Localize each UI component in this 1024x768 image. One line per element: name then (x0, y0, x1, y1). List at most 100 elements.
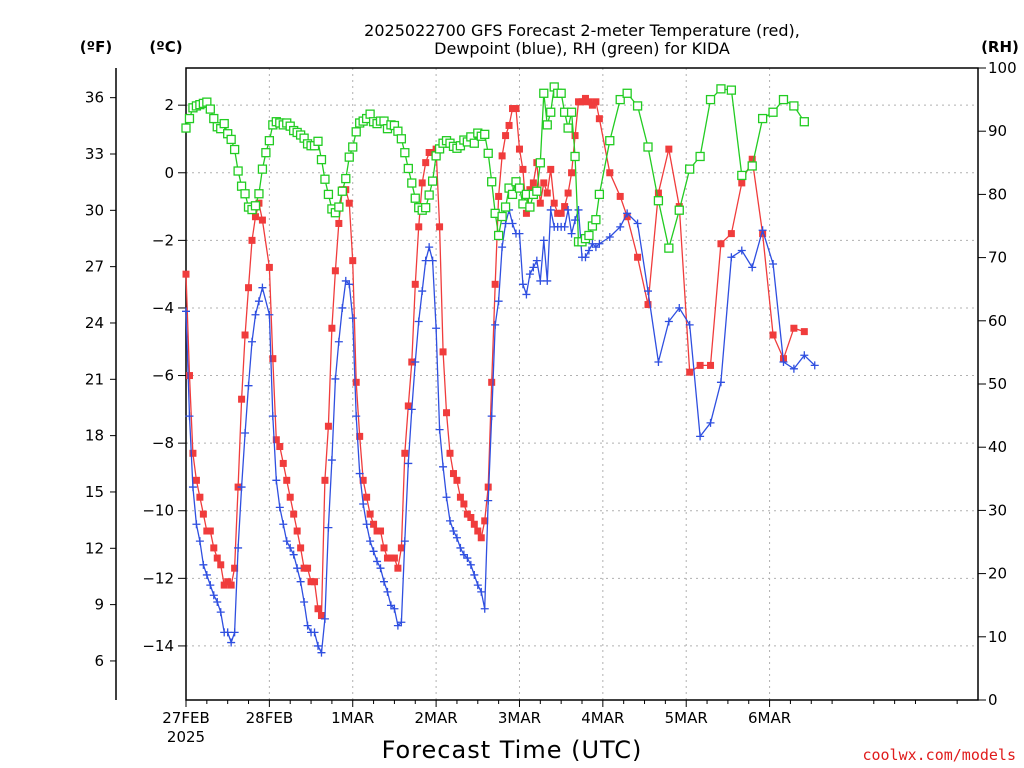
dewpoint-point (386, 601, 395, 610)
rh-point (233, 166, 243, 176)
temperature-point (317, 612, 325, 620)
temperature-point (182, 270, 190, 278)
temperature-point (443, 409, 451, 417)
dewpoint-point (595, 239, 604, 248)
rh-point (236, 181, 247, 191)
dewpoint-point (227, 638, 236, 647)
temperature-point (616, 192, 624, 200)
temperature-point (349, 257, 357, 265)
temperature-point (231, 564, 239, 572)
dewpoint-point (584, 246, 593, 255)
temperature-point (192, 476, 200, 484)
temperature-point (686, 368, 694, 376)
dewpoint-point (324, 523, 333, 532)
temperature-point (297, 544, 305, 552)
temperature-point (453, 476, 461, 484)
rh-point (483, 148, 493, 158)
dewpoint-point (727, 253, 736, 262)
dewpoint-point (748, 263, 757, 272)
dewpoint-point (529, 263, 538, 272)
rh-point (396, 134, 407, 144)
temperature-point (717, 240, 725, 248)
dewpoint-point (251, 310, 260, 319)
temperature-point (564, 189, 572, 197)
dewpoint-point (498, 243, 507, 252)
rh-point (334, 202, 344, 212)
dewpoint-point (470, 570, 479, 579)
temperature-point (748, 155, 756, 163)
celsius-tick-label: −8 (152, 434, 174, 452)
temperature-point (571, 132, 579, 140)
dewpoint-point (380, 577, 388, 586)
rh-point (264, 136, 275, 146)
temperature-point (477, 534, 485, 542)
temperature-point (279, 459, 287, 467)
dewpoint-point (685, 320, 694, 329)
rh-point (493, 230, 504, 241)
rh-point (726, 85, 737, 95)
temperature-point (217, 561, 225, 569)
temperature-line (185, 97, 805, 616)
rh-point (664, 243, 674, 253)
dewpoint-point (494, 297, 503, 306)
dewpoint-point (442, 493, 451, 502)
temperature-point (488, 378, 496, 386)
dewpoint-point (737, 246, 746, 255)
rh-point (615, 94, 625, 105)
dewpoint-point (341, 276, 350, 285)
dewpoint-point (286, 543, 295, 552)
temperature-point (248, 236, 256, 244)
rh-point (570, 151, 580, 162)
temperature-point (738, 179, 746, 187)
dewpoint-point (303, 621, 312, 630)
dewpoint-point (289, 550, 298, 559)
rh-tick-label: 30 (988, 501, 1007, 519)
temperature-point (707, 361, 715, 369)
rh-point (424, 190, 434, 200)
temperature-point (547, 165, 555, 173)
dewpoint-point (581, 253, 590, 262)
temperature-point (356, 432, 364, 440)
rh-point (539, 88, 549, 98)
temperature-point (606, 169, 614, 177)
dewpoint-point (345, 280, 354, 289)
temperature-point (241, 331, 249, 339)
dewpoint-point (779, 358, 788, 367)
dewpoint-point (605, 232, 614, 241)
dewpoint-point (564, 205, 573, 214)
temperature-point (727, 230, 735, 238)
temperature-point (324, 422, 332, 430)
temperature-point (415, 223, 423, 231)
dewpoint-point (560, 222, 569, 231)
temperature-point (269, 355, 277, 363)
temperature-point (543, 189, 551, 197)
temperature-point (502, 132, 510, 140)
temperature-point (540, 179, 548, 187)
rh-point (365, 109, 375, 119)
dewpoint-point (188, 483, 197, 492)
dewpoint-point (466, 560, 475, 569)
rh-point (632, 101, 643, 111)
rh-point (542, 120, 552, 130)
dewpoint-point (591, 243, 600, 252)
dewpoint-point (234, 543, 243, 552)
rh-point (403, 163, 413, 174)
dewpoint-point (265, 310, 274, 319)
x-tick-label: 4MAR (581, 709, 624, 727)
temperature-point (634, 253, 642, 261)
dewpoint-point (567, 229, 576, 238)
rh-line (185, 84, 805, 249)
rh-point (591, 215, 601, 225)
temperature-point (335, 219, 343, 227)
dewpoint-point (439, 462, 448, 471)
temperature-point (470, 520, 478, 528)
temperature-point (185, 372, 193, 380)
dewpoint-point (480, 604, 489, 613)
dewpoint-point (202, 570, 211, 579)
dewpoint-point (206, 581, 215, 590)
temperature-point (495, 192, 503, 200)
temperature-point (515, 145, 523, 153)
temperature-point (456, 493, 464, 501)
dewpoint-point (317, 648, 326, 657)
rh-tick-label: 50 (988, 375, 1007, 393)
